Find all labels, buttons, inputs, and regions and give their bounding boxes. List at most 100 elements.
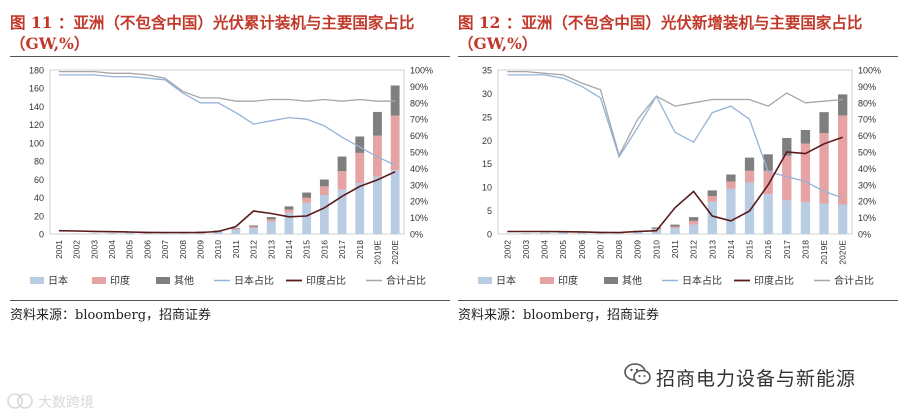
- legend-label: 日本占比: [234, 274, 274, 287]
- bar-segment-印度: [688, 220, 699, 225]
- bar-segment-日本: [688, 224, 699, 234]
- bar-segment-日本: [213, 230, 223, 234]
- y2-tick-label: 30%: [410, 180, 428, 190]
- bar-segment-其他: [763, 154, 773, 171]
- y-tick-label: 10: [482, 183, 492, 193]
- bar-segment-日本: [707, 201, 717, 234]
- bar-segment-日本: [558, 232, 568, 234]
- bar-segment-日本: [782, 200, 792, 234]
- x-tick-label: 2015: [302, 240, 312, 259]
- bar-segment-其他: [355, 136, 365, 153]
- source-divider: [10, 300, 450, 301]
- plot-area: [49, 69, 405, 235]
- y2-tick-label: 80%: [410, 98, 428, 108]
- y2-tick-label: 40%: [410, 164, 428, 174]
- footer-brand: 招商电力设备与新能源: [656, 368, 857, 390]
- legend-swatch: [604, 277, 618, 284]
- x-tick-label: 2019E: [819, 240, 829, 265]
- y-tick-label: 30: [482, 89, 492, 99]
- bar-segment-日本: [89, 233, 99, 234]
- y-tick-label: 20: [34, 211, 44, 221]
- bar-segment-其他: [213, 230, 223, 231]
- y-tick-label: 0: [39, 230, 44, 240]
- bar-segment-日本: [337, 189, 347, 234]
- y-tick-label: 80: [34, 157, 44, 167]
- legend-swatch: [92, 277, 106, 284]
- bar-segment-印度: [838, 115, 848, 205]
- bar-segment-其他: [337, 156, 347, 172]
- cumulative-install-chart: 0 20 40 60 80 100 120 140 160 180 0% 10% 20% 30% 40% 50…: [29, 66, 433, 288]
- x-tick-label: 2010: [651, 240, 661, 259]
- legend-swatch: [156, 277, 170, 284]
- bar-segment-日本: [633, 231, 643, 234]
- bar-segment-其他: [651, 227, 662, 229]
- line-合计占比: [58, 70, 396, 102]
- y2-tick-label: 0%: [410, 230, 423, 240]
- bar-segment-印度: [337, 171, 347, 190]
- bar-segment-日本: [125, 232, 135, 234]
- y2-tick-label: 10%: [858, 213, 876, 223]
- x-tick-label: 2003: [521, 240, 531, 259]
- y2-tick-label: 50%: [858, 148, 876, 158]
- figure-title: 图 12 ：亚洲（不包含中国）光伏新增装机与主要国家占比（GW,%）: [458, 13, 863, 53]
- x-tick-label: 2017: [782, 240, 792, 259]
- new-install-chart: 0 5 10 15 20 25 30 35 0% 10% 20% 30% 40% 50% 60% 70% 80%…: [478, 66, 881, 287]
- bar-segment-其他: [819, 112, 829, 134]
- bar-segment-日本: [54, 233, 64, 235]
- source-note: 资料来源：bloomberg，招商证券: [10, 308, 212, 323]
- x-tick-label: 2004: [540, 240, 550, 259]
- legend-swatch: [30, 277, 44, 284]
- y2-tick-label: 90%: [858, 82, 876, 92]
- x-tick-label: 2012: [689, 240, 699, 259]
- bar-segment-其他: [782, 137, 792, 156]
- bar-segment-印度: [355, 152, 365, 183]
- bar-segment-日本: [521, 233, 531, 234]
- y2-tick-label: 90%: [410, 82, 428, 92]
- y-tick-label: 20: [482, 136, 492, 146]
- x-tick-label: 2014: [284, 240, 294, 259]
- line-印度占比: [58, 170, 396, 234]
- bar-segment-日本: [595, 233, 606, 234]
- figure-title: 图 11 ：亚洲（不包含中国）光伏累计装机与主要国家占比（GW,%）: [10, 13, 415, 53]
- line-合计占比: [507, 70, 843, 158]
- bar-segment-印度: [670, 226, 680, 228]
- bar-segment-其他: [726, 174, 736, 182]
- y-tick-label: 35: [482, 66, 492, 76]
- bar-segment-日本: [800, 202, 811, 234]
- bar-segment-其他: [838, 94, 848, 116]
- bar-segment-日本: [539, 232, 550, 234]
- bar-segment-印度: [231, 229, 241, 230]
- bar-segment-其他: [302, 192, 312, 198]
- bar-segment-印度: [266, 219, 276, 222]
- x-tick-label: 2007: [160, 240, 170, 259]
- y-tick-label: 60: [34, 175, 44, 185]
- y2-tick-label: 50%: [410, 148, 428, 158]
- y-tick-label: 100: [29, 138, 44, 148]
- bar-segment-日本: [373, 176, 382, 234]
- bar-segment-印度: [249, 226, 258, 228]
- y2-tick-label: 10%: [410, 213, 428, 223]
- legend-label: 合计占比: [834, 274, 874, 287]
- bar-segment-其他: [390, 85, 400, 116]
- bar-segment-日本: [142, 232, 152, 234]
- x-tick-label: 2019E: [372, 240, 382, 265]
- bar-segment-印度: [319, 186, 329, 196]
- x-tick-label: 2011: [670, 240, 680, 259]
- bar-segment-日本: [744, 182, 755, 234]
- bar-segment-日本: [614, 233, 624, 234]
- bar-segment-日本: [355, 182, 365, 234]
- watermark-logo-icon: [7, 393, 33, 409]
- bar-segment-日本: [302, 202, 312, 234]
- title-divider: [458, 56, 898, 57]
- x-tick-label: 2020E: [838, 240, 848, 265]
- x-tick-label: 2005: [125, 240, 135, 259]
- chart-panel-cumulative: 图 11 ：亚洲（不包含中国）光伏累计装机与主要国家占比（GW,%） 0 20 40…: [10, 0, 460, 330]
- y2-tick-label: 0%: [858, 230, 871, 240]
- bar-segment-日本: [726, 188, 736, 234]
- x-tick-label: 2020E: [390, 240, 400, 265]
- y2-tick-label: 70%: [410, 115, 428, 125]
- y-tick-label: 120: [29, 120, 44, 130]
- x-tick-label: 2015: [745, 240, 755, 259]
- bar-segment-日本: [266, 221, 276, 234]
- x-tick-label: 2013: [707, 240, 717, 259]
